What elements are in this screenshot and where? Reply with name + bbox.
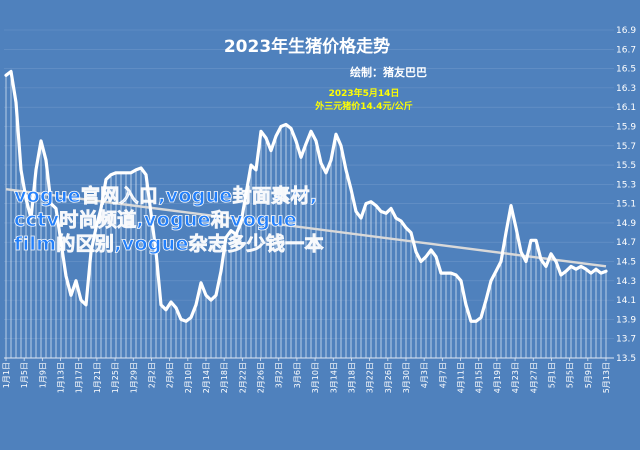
chart-title: 2023年生猪价格走势 [223, 37, 391, 57]
x-tick-label: 3月26日 [384, 362, 393, 393]
x-tick-label: 4月11日 [457, 362, 466, 393]
x-tick-label: 4月19日 [493, 362, 502, 393]
y-axis-ticks: 13.5 13.7 13.9 14.1 14.3 14.5 14.7 14.9 15.1 15.3… [616, 26, 636, 364]
y-tick-label: 14.5 [616, 258, 636, 268]
y-tick-label: 14.9 [616, 219, 636, 229]
y-tick-label: 15.1 [616, 200, 636, 210]
x-tick-label: 1月5日 [20, 362, 29, 388]
x-tick-label: 5月13日 [602, 362, 611, 393]
y-tick-label: 16.1 [616, 103, 636, 113]
x-tick-label: 3月14日 [329, 362, 338, 393]
x-tick-label: 4月23日 [511, 362, 520, 393]
x-tick-label: 3月22日 [366, 362, 375, 393]
x-tick-label: 1月9日 [38, 362, 47, 388]
x-tick-label: 3月30日 [402, 362, 411, 393]
x-tick-label: 4月3日 [420, 362, 429, 388]
x-tick-label: 4月15日 [475, 362, 484, 393]
x-tick-label: 1月17日 [75, 362, 84, 393]
x-tick-label: 5月1日 [547, 362, 556, 388]
watermark-line-3: film的区别,vogue杂志多少钱一本 [14, 233, 324, 256]
y-tick-label: 15.9 [616, 122, 636, 132]
y-tick-label: 15.7 [616, 142, 636, 152]
x-tick-label: 4月27日 [529, 362, 538, 393]
x-tick-label: 4月7日 [438, 362, 447, 388]
y-tick-label: 13.5 [616, 354, 636, 364]
x-tick-label: 2月26日 [257, 362, 266, 393]
trend-line [5, 187, 607, 268]
x-tick-label: 1月29日 [129, 362, 138, 393]
y-tick-label: 16.5 [616, 65, 636, 75]
x-tick-label: 1月13日 [57, 362, 66, 393]
x-tick-label: 1月1日 [2, 362, 11, 388]
x-tick-label: 1月25日 [111, 362, 120, 393]
price-series-line [4, 69, 608, 323]
x-tick-label: 3月18日 [347, 362, 356, 393]
y-tick-label: 15.3 [616, 180, 636, 190]
x-axis-ticks: 1月1日 1月5日 1月9日 1月13日 1月17日 1月21日 1月25日 1月29日 2月2… [2, 358, 611, 393]
x-tick-label: 2月10日 [184, 362, 193, 393]
y-tick-label: 16.9 [616, 26, 636, 36]
x-tick-label: 2月2日 [147, 362, 156, 388]
x-tick-label: 2月6日 [166, 362, 175, 388]
annotation-price: 外三元猪价14.4元/公斤 [315, 102, 413, 112]
y-tick-label: 16.3 [616, 84, 636, 94]
price-annotation: 2023年5月14日 外三元猪价14.4元/公斤 [300, 88, 428, 114]
annotation-date: 2023年5月14日 [328, 89, 400, 99]
x-tick-label: 3月2日 [275, 362, 284, 388]
y-tick-label: 14.7 [616, 238, 636, 248]
x-tick-label: 3月6日 [293, 362, 302, 388]
x-tick-label: 1月21日 [93, 362, 102, 393]
chart-author: 绘制：猪友巴巴 [350, 66, 427, 79]
watermark-line-1: vogue官网入口,vogue封面素材, [14, 185, 318, 208]
x-tick-label: 3月10日 [311, 362, 320, 393]
watermark-line-2: cctv时尚频道,vogue和vogue [14, 209, 298, 232]
y-tick-label: 15.5 [616, 161, 636, 171]
x-tick-label: 2月22日 [238, 362, 247, 393]
x-tick-label: 5月9日 [584, 362, 593, 388]
x-tick-label: 2月18日 [220, 362, 229, 393]
y-tick-label: 13.9 [616, 315, 636, 325]
y-tick-label: 14.1 [616, 296, 636, 306]
y-tick-label: 13.7 [616, 335, 636, 345]
y-tick-label: 16.7 [616, 45, 636, 55]
y-tick-label: 14.3 [616, 277, 636, 287]
x-tick-label: 2月14日 [202, 362, 211, 393]
watermark-overlay: vogue官网入口,vogue封面素材, cctv时尚频道,vogue和vogu… [14, 184, 494, 256]
x-tick-label: 5月5日 [566, 362, 575, 388]
daily-bars [5, 71, 607, 358]
